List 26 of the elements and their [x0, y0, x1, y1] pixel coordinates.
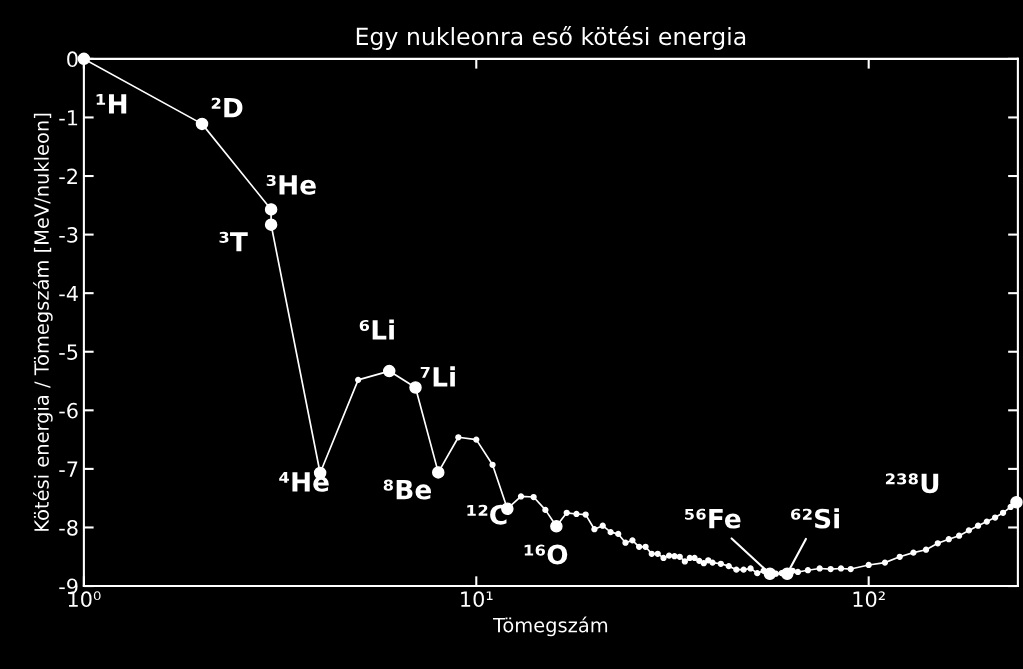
x-tick-label: 10¹: [461, 591, 493, 608]
y-tick-label: -7: [59, 461, 78, 477]
annotation: ¹⁶O: [524, 544, 568, 565]
y-tick-label: -1: [59, 110, 78, 126]
y-tick-label: 0: [67, 51, 78, 68]
annotation: ⁸Be: [383, 479, 431, 500]
annotation: ³T: [219, 231, 248, 252]
annotation: ⁶²Si: [791, 508, 839, 529]
annotation: ³He: [266, 174, 316, 195]
annotation: ²³⁸U: [885, 473, 939, 494]
y-tick-label: -4: [59, 285, 78, 302]
x-tick-label: 10²: [853, 591, 885, 608]
annotation: ⁴He: [279, 472, 329, 492]
x-axis-title: Tömegszám: [493, 616, 608, 637]
y-tick-label: -3: [59, 227, 78, 243]
y-tick-label: -2: [59, 168, 77, 184]
annotation: ⁶Li: [359, 319, 394, 340]
annotation: ¹H: [96, 94, 127, 114]
chart-title: Egy nukleonra eső kötési energia: [356, 26, 746, 50]
y-axis-title: Kötési energia / Tömegszám [MeV/nukleon]: [33, 113, 53, 531]
annotation: ⁵⁶Fe: [685, 508, 741, 529]
y-tick-label: -6: [59, 402, 78, 419]
y-tick-label: -8: [59, 519, 78, 536]
y-tick-label: -5: [59, 344, 78, 360]
annotation: ²D: [211, 97, 243, 118]
annotation: ⁷Li: [420, 366, 455, 387]
